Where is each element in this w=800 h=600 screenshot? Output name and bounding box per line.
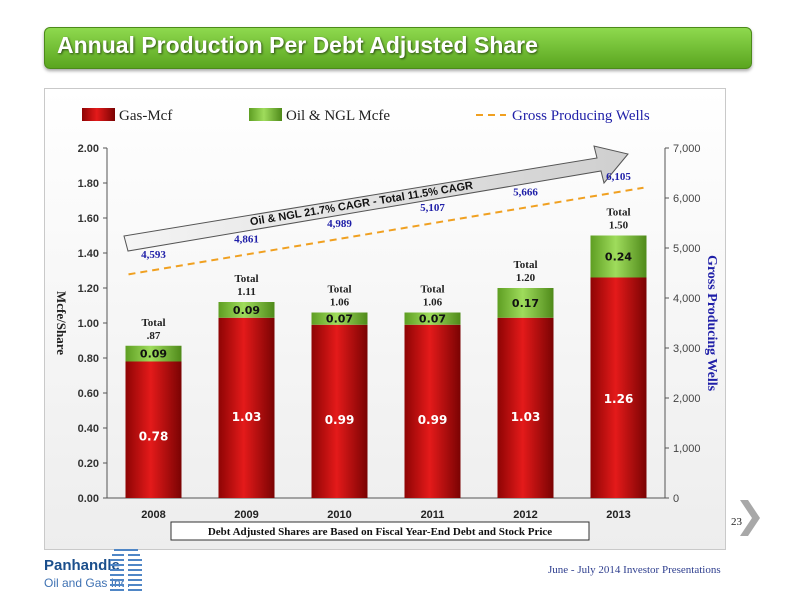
y2-tick-label: 5,000 [673,243,701,255]
y2-tick-label: 2,000 [673,393,701,405]
oil-bar [497,288,554,318]
oil-value-label: 0.17 [512,297,539,310]
y-tick-label: 1.20 [78,283,99,295]
y2-tick-label: 0 [673,493,679,505]
gas-value-label: 0.99 [325,413,355,427]
oil-value-label: 0.09 [140,348,167,361]
y2-axis-title: Gross Producing Wells [704,255,719,392]
logo-text-line1: Panhandle [44,557,120,574]
y2-tick-label: 6,000 [673,193,701,205]
total-label: Total [234,273,258,285]
oil-bar [311,312,368,325]
x-tick-label: 2012 [513,509,537,521]
next-slide-chevron-icon[interactable] [738,498,762,538]
oil-bar [218,302,275,318]
y-tick-label: 0.80 [78,353,99,365]
oil-value-label: 0.09 [233,304,260,317]
total-value: 1.50 [609,220,629,232]
total-value: 1.20 [516,272,536,284]
oil-value-label: 0.24 [605,251,632,264]
total-label: Total [141,317,165,329]
gas-bar [590,277,647,498]
x-tick-label: 2013 [606,509,630,521]
gas-value-label: 1.03 [511,410,541,424]
legend: Gas-Mcf Oil & NGL Mcfe Gross Producing Wel… [82,108,650,124]
y-tick-label: 1.00 [78,318,99,330]
gas-value-label: 1.03 [232,410,262,424]
y-tick-label: 0.20 [78,458,99,470]
legend-gas-label: Gas-Mcf [119,108,172,124]
legend-oil-swatch [249,108,282,121]
gas-bar [311,324,368,498]
y2-tick-label: 3,000 [673,343,701,355]
total-label: Total [606,207,630,219]
y-tick-label: 2.00 [78,143,99,155]
gas-bar [404,324,461,498]
total-value: 1.06 [423,297,443,309]
legend-wells-label: Gross Producing Wells [512,108,650,124]
total-value: .87 [147,330,161,342]
wells-value-label: 5,666 [513,187,538,199]
total-label: Total [420,284,444,296]
production-chart: Gas-Mcf Oil & NGL Mcfe Gross Producing Wel… [54,108,719,541]
y2-tick-label: 1,000 [673,443,701,455]
gas-bar [497,317,554,498]
wells-value-label: 4,861 [234,234,259,246]
cagr-arrow-shape [123,145,629,252]
page-number: 23 [731,516,742,528]
logo-building-icon [110,549,142,593]
total-label: Total [513,259,537,271]
note-box [170,521,590,541]
footer-text: June - July 2014 Investor Presentations [548,564,721,576]
y-tick-label: 1.80 [78,178,99,190]
gas-value-label: 0.99 [418,413,448,427]
gas-bar [218,317,275,498]
y-tick-label: 0.00 [78,493,99,505]
y-tick-label: 1.40 [78,248,99,260]
total-value: 1.11 [237,286,256,298]
x-tick-label: 2008 [141,509,165,521]
wells-value-label: 4,593 [141,249,166,261]
gas-bar [125,361,182,498]
y-tick-label: 0.60 [78,388,99,400]
company-logo: Panhandle Oil and Gas Inc. [44,547,144,597]
x-tick-label: 2010 [327,509,351,521]
x-tick-label: 2009 [234,509,258,521]
title-bar: Annual Production Per Debt Adjusted Shar… [44,27,752,69]
total-value: 1.06 [330,297,350,309]
wells-trend-line [128,186,644,276]
oil-bar [404,312,461,325]
y-tick-label: 1.60 [78,213,99,225]
slide-title: Annual Production Per Debt Adjusted Shar… [57,32,538,58]
oil-value-label: 0.07 [326,313,353,326]
y-tick-label: 0.40 [78,423,99,435]
plot-area: 0.00 0.20 0.40 0.60 0.80 1.00 1.20 1.40 1.60 1.80… [54,143,719,541]
y-axis-title: Mcfe/Share [54,291,69,355]
oil-bar [125,345,182,362]
gas-value-label: 0.78 [139,430,169,444]
y2-tick-label: 4,000 [673,293,701,305]
wells-value-label: 4,989 [327,218,352,230]
y2-tick-label: 7,000 [673,143,701,155]
wells-value-label: 5,107 [420,202,445,214]
oil-value-label: 0.07 [419,313,446,326]
wells-value-label: 6,105 [606,171,631,183]
oil-bar [590,235,647,278]
legend-oil-label: Oil & NGL Mcfe [286,108,390,124]
total-label: Total [327,284,351,296]
gas-value-label: 1.26 [604,392,634,406]
logo-text-line2: Oil and Gas Inc. [44,576,131,590]
legend-gas-swatch [82,108,115,121]
note-text: Debt Adjusted Shares are Based on Fiscal… [208,526,552,538]
x-tick-label: 2011 [421,509,445,521]
